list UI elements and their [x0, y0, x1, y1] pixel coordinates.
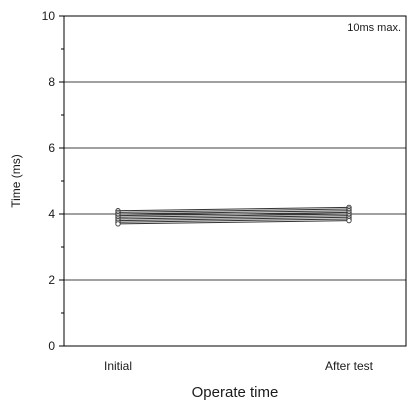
y-tick-label-0: 0: [48, 339, 55, 353]
x-category-label-0: Initial: [104, 359, 132, 373]
series-line-7: [117, 218, 350, 223]
tick-labels: 0 2 4 6 8 10 Initial After test: [42, 9, 374, 373]
series-line-0: [117, 206, 350, 212]
plot-area-frame: [63, 15, 407, 347]
series-line-3: [117, 211, 350, 217]
y-axis-ticks: [59, 15, 64, 347]
max-annotation: 10ms max.: [347, 22, 401, 34]
y-tick-label-6: 6: [48, 141, 55, 155]
x-axis-title: Operate time: [192, 384, 279, 401]
series-lines: [115, 204, 352, 227]
x-category-label-1: After test: [325, 359, 374, 373]
series-line-2: [117, 210, 350, 215]
series-line-8: [117, 220, 350, 225]
y-tick-label-2: 2: [48, 273, 55, 287]
series-8-point-1: [346, 217, 352, 224]
series-line-1: [117, 208, 350, 213]
y-tick-label-10: 10: [42, 9, 56, 23]
series-line-5: [117, 215, 350, 220]
grid-lines: [64, 81, 406, 281]
y-axis-title: Time (ms): [9, 154, 23, 208]
y-tick-label-8: 8: [48, 75, 55, 89]
series-line-4: [117, 213, 350, 218]
series-line-6: [117, 216, 350, 222]
series-8-point-0: [115, 221, 121, 227]
y-tick-label-4: 4: [48, 207, 55, 221]
